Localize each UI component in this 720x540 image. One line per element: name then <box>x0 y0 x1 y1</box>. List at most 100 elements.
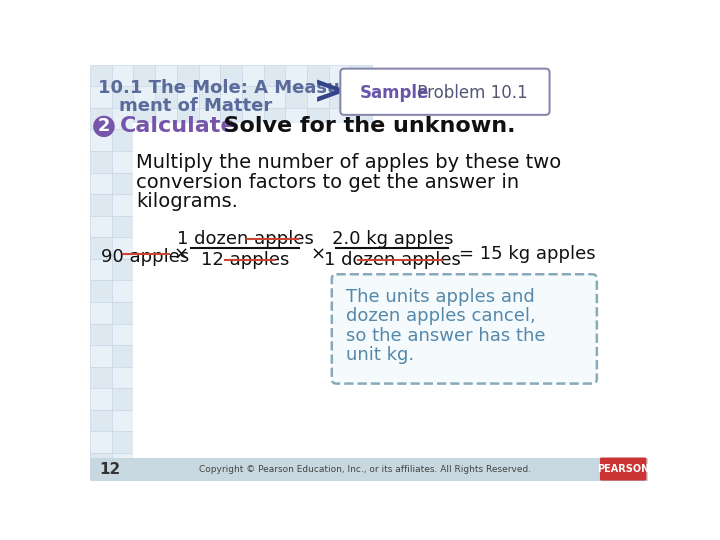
Bar <box>307 151 329 173</box>
Bar <box>112 194 133 215</box>
Bar <box>264 367 285 388</box>
Bar <box>242 302 264 323</box>
Bar <box>307 280 329 302</box>
Bar <box>220 367 242 388</box>
Bar <box>90 194 112 215</box>
Bar <box>112 323 133 345</box>
Text: dozen apples cancel,: dozen apples cancel, <box>346 307 536 325</box>
Bar <box>90 259 112 280</box>
Bar <box>242 151 264 173</box>
Bar <box>351 194 372 215</box>
Bar <box>285 194 307 215</box>
Bar <box>90 453 112 475</box>
Bar <box>285 367 307 388</box>
Bar <box>351 323 372 345</box>
Bar <box>329 237 351 259</box>
Bar <box>329 323 351 345</box>
Bar <box>177 302 199 323</box>
Bar <box>307 302 329 323</box>
Bar <box>264 431 285 453</box>
Bar <box>285 86 307 108</box>
Text: ment of Matter: ment of Matter <box>120 97 273 115</box>
Bar <box>177 367 199 388</box>
Bar <box>177 194 199 215</box>
Bar <box>199 86 220 108</box>
Bar <box>329 86 351 108</box>
Bar <box>199 280 220 302</box>
Bar <box>285 173 307 194</box>
Bar <box>177 65 199 86</box>
Bar <box>264 453 285 475</box>
Bar <box>264 302 285 323</box>
Bar <box>351 215 372 237</box>
Bar <box>285 130 307 151</box>
Bar <box>133 259 155 280</box>
Bar <box>133 194 155 215</box>
Text: 1 dozen apples: 1 dozen apples <box>176 230 313 248</box>
Bar <box>351 259 372 280</box>
Text: 2: 2 <box>98 117 110 136</box>
Bar <box>329 280 351 302</box>
Bar <box>90 323 112 345</box>
Bar <box>90 457 648 481</box>
Bar <box>155 388 177 410</box>
Bar <box>177 151 199 173</box>
Bar <box>112 302 133 323</box>
Bar <box>133 130 155 151</box>
Bar <box>329 259 351 280</box>
Bar <box>329 215 351 237</box>
Bar <box>307 367 329 388</box>
Bar <box>133 431 155 453</box>
Bar <box>177 237 199 259</box>
Bar <box>285 388 307 410</box>
Bar <box>220 194 242 215</box>
Text: Sample: Sample <box>360 84 429 102</box>
Bar <box>177 323 199 345</box>
Bar <box>112 280 133 302</box>
Text: PEARSON: PEARSON <box>597 464 649 474</box>
Bar <box>133 215 155 237</box>
Bar <box>90 130 112 151</box>
Bar <box>307 323 329 345</box>
Text: kilograms.: kilograms. <box>137 192 238 211</box>
Bar <box>329 388 351 410</box>
Bar <box>90 65 112 86</box>
Bar <box>285 215 307 237</box>
Bar <box>199 173 220 194</box>
Bar <box>242 259 264 280</box>
Bar <box>199 108 220 130</box>
Bar <box>242 367 264 388</box>
Bar <box>177 86 199 108</box>
Bar <box>90 302 112 323</box>
Bar <box>264 65 285 86</box>
Bar <box>155 130 177 151</box>
Bar <box>242 130 264 151</box>
Bar <box>112 388 133 410</box>
Bar <box>220 259 242 280</box>
Bar <box>264 345 285 367</box>
Bar <box>242 431 264 453</box>
Bar <box>112 237 133 259</box>
Bar <box>307 108 329 130</box>
Bar <box>329 130 351 151</box>
Bar <box>264 151 285 173</box>
Bar <box>242 323 264 345</box>
Bar <box>220 323 242 345</box>
Bar <box>155 345 177 367</box>
Bar <box>307 410 329 431</box>
Bar <box>133 323 155 345</box>
Bar <box>307 237 329 259</box>
Bar <box>242 345 264 367</box>
FancyBboxPatch shape <box>341 69 549 115</box>
Bar <box>90 237 112 259</box>
Text: 12: 12 <box>99 462 120 477</box>
Bar <box>155 173 177 194</box>
Bar <box>112 108 133 130</box>
Bar <box>220 215 242 237</box>
Bar <box>242 237 264 259</box>
Bar <box>133 345 155 367</box>
Bar <box>329 410 351 431</box>
Bar <box>90 173 112 194</box>
Bar <box>285 431 307 453</box>
Bar <box>177 431 199 453</box>
